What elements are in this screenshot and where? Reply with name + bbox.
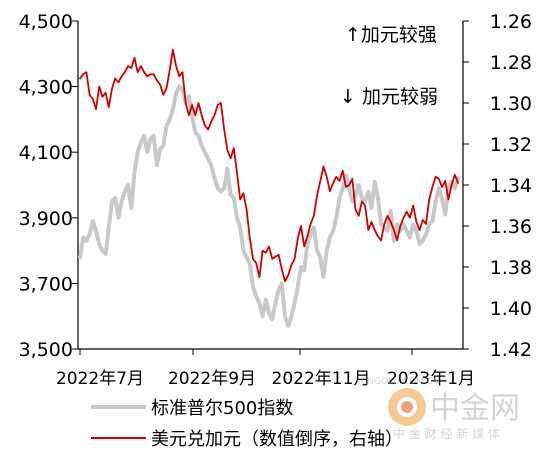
annotation-cad-stronger: ↑加元较强 (345, 24, 437, 46)
right-tick-label: 1.36 (490, 216, 532, 238)
left-axis-ticks: 3,500 3,700 3,900 4,100 4,300 4,500 (19, 11, 78, 361)
left-tick-label: 4,300 (19, 77, 73, 99)
legend: 标准普尔500指数 美元兑加元（数值倒序，右轴） (91, 398, 403, 450)
x-tick-label: 2022年7月 (56, 369, 144, 389)
left-tick-label: 3,700 (19, 273, 73, 295)
x-tick-label: 2023年1月 (387, 369, 475, 389)
series-line-sp500 (78, 84, 460, 328)
left-tick-label: 4,500 (19, 11, 73, 33)
annotation-cad-weaker: ↓ 加元较弱 (340, 86, 438, 108)
right-tick-label: 1.38 (490, 257, 532, 279)
left-tick-label: 3,500 (19, 339, 73, 361)
left-tick-label: 4,100 (19, 142, 73, 164)
x-tick-label: 2022年11月 (272, 369, 371, 389)
left-tick-label: 3,900 (19, 208, 73, 230)
watermark-logo-core (401, 401, 413, 413)
watermark: 中金网 CNGOLD.COM.CN 中 金 财 经 新 媒 体 (361, 377, 520, 441)
right-tick-label: 1.34 (490, 175, 532, 197)
series-line-usdcad (79, 48, 459, 283)
x-tick-label: 2022年9月 (168, 369, 256, 389)
series-layer (78, 48, 460, 328)
watermark-brand: 中金网 (430, 391, 520, 426)
right-tick-label: 1.28 (490, 52, 532, 74)
legend-label-usdcad: 美元兑加元（数值倒序，右轴） (151, 429, 403, 450)
right-tick-label: 1.30 (490, 93, 532, 115)
x-tick-marks (79, 349, 413, 355)
right-tick-label: 1.32 (490, 134, 532, 156)
watermark-slogan: 中 金 财 经 新 媒 体 (393, 426, 500, 441)
right-axis-ticks: 1.26 1.28 1.30 1.32 1.34 1.36 1.38 1.40 1.42 (463, 11, 532, 361)
right-tick-label: 1.40 (490, 298, 532, 320)
x-tick-labels: 2022年7月 2022年9月 2022年11月 2023年1月 (56, 369, 475, 389)
right-tick-label: 1.26 (490, 11, 532, 33)
watermark-domain: CNGOLD.COM.CN (361, 377, 440, 387)
right-tick-label: 1.42 (490, 339, 532, 361)
legend-label-sp500: 标准普尔500指数 (151, 398, 293, 419)
